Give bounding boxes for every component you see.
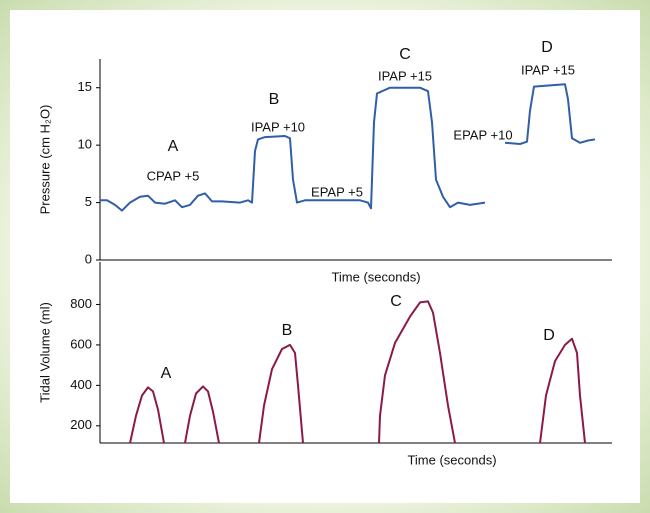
y-tick-label: 15: [78, 79, 92, 94]
y-tick-label: 5: [85, 194, 92, 209]
annotation: EPAP +5: [311, 184, 363, 199]
annotation: EPAP +10: [453, 127, 512, 142]
waveform: [129, 300, 586, 444]
annotation: A: [161, 365, 172, 382]
annotation: IPAP +15: [521, 62, 575, 77]
y-tick-label: 0: [85, 251, 92, 266]
annotation: B: [282, 322, 293, 339]
annotation: B: [269, 91, 280, 108]
panel: [10, 10, 640, 503]
y-tick-label: 400: [70, 377, 92, 392]
annotation: C: [399, 46, 411, 63]
y-axis-label: Pressure (cm H₂O): [37, 105, 52, 215]
y-tick-label: 600: [70, 336, 92, 351]
annotation: IPAP +10: [251, 119, 305, 134]
annotation: IPAP +15: [378, 68, 432, 83]
x-axis-label: Time (seconds): [407, 452, 496, 467]
y-tick-label: 10: [78, 137, 92, 152]
annotation: A: [168, 138, 179, 155]
y-axis-label: Tidal Volume (ml): [37, 302, 52, 403]
annotation: D: [541, 39, 553, 56]
annotation: C: [390, 293, 402, 310]
waveform: [100, 83, 596, 212]
x-axis-label: Time (seconds): [331, 269, 420, 284]
y-tick-label: 800: [70, 296, 92, 311]
annotation: CPAP +5: [147, 168, 200, 183]
annotation: D: [543, 327, 555, 344]
y-tick-label: 200: [70, 417, 92, 432]
